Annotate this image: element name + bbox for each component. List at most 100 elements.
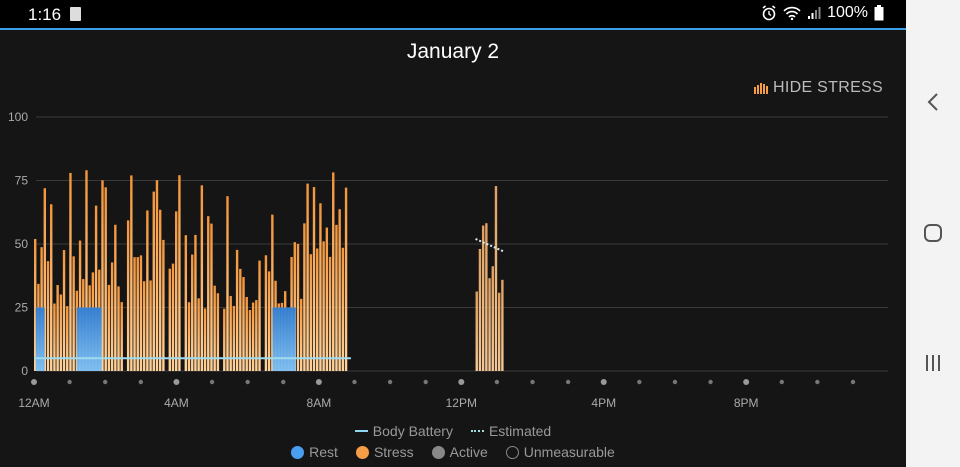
stress-bar xyxy=(338,209,341,371)
stress-bar xyxy=(242,277,245,371)
stress-bar xyxy=(69,172,72,371)
stress-bar xyxy=(491,266,494,371)
x-tick-dot xyxy=(637,379,642,385)
x-tick-dot xyxy=(458,379,465,385)
chart-bars xyxy=(34,170,504,371)
stress-bar xyxy=(72,256,75,371)
stress-bar xyxy=(296,243,300,371)
clock: 1:16 xyxy=(28,5,62,24)
y-tick-label-25: 25 xyxy=(15,301,29,315)
stress-bar xyxy=(152,191,155,371)
stress-bar xyxy=(46,261,50,371)
legend-rest: Rest xyxy=(291,444,338,460)
stress-bar xyxy=(264,255,268,371)
recents-icon xyxy=(926,355,940,371)
x-tick-label: 8PM xyxy=(734,396,759,410)
y-tick-label-50: 50 xyxy=(15,237,29,251)
hide-stress-button[interactable]: HIDE STRESS xyxy=(754,79,883,97)
home-button[interactable] xyxy=(906,213,960,253)
stress-bar xyxy=(213,285,216,371)
stress-bar xyxy=(299,298,303,371)
hide-stress-label: HIDE STRESS xyxy=(773,79,883,96)
recents-button[interactable] xyxy=(906,343,960,383)
stress-bar xyxy=(155,180,159,371)
stress-bar xyxy=(101,180,104,371)
stress-bar xyxy=(136,257,139,371)
stress-bar xyxy=(139,255,143,371)
stress-bar xyxy=(258,260,261,371)
stress-bar xyxy=(210,223,213,371)
stress-bar xyxy=(344,187,348,371)
stress-bar xyxy=(322,241,325,371)
stress-bar xyxy=(175,211,178,371)
stress-bar xyxy=(142,281,146,371)
stress-bar xyxy=(335,224,338,371)
stress-bar xyxy=(223,308,226,371)
x-tick-dot xyxy=(600,379,607,385)
x-tick-dot xyxy=(103,379,108,385)
stress-bar xyxy=(187,302,191,371)
stress-bar xyxy=(184,235,188,371)
x-tick-dot xyxy=(743,379,750,385)
stress-bar xyxy=(478,248,482,371)
stress-bar xyxy=(191,254,194,371)
x-tick-label: 4AM xyxy=(164,396,189,410)
x-tick-dot xyxy=(672,379,678,385)
stress-bar xyxy=(130,175,133,371)
battery-icon xyxy=(874,5,884,21)
stress-bar xyxy=(341,247,345,371)
sd-card-icon xyxy=(70,7,81,21)
stress-bar xyxy=(43,188,47,371)
y-tick-label-75: 75 xyxy=(15,174,29,188)
x-tick-dot xyxy=(173,379,180,385)
stress-bar xyxy=(332,172,335,371)
stress-bar xyxy=(110,262,114,371)
x-tick-dot xyxy=(494,379,500,385)
stress-bar xyxy=(226,196,229,371)
x-tick-dot xyxy=(209,379,215,385)
stress-bar xyxy=(107,284,111,371)
back-icon xyxy=(927,93,938,111)
legend-body-battery: Body Battery xyxy=(354,423,453,439)
chart-grid: 0 25 50 75 100 xyxy=(8,110,888,378)
back-button[interactable] xyxy=(906,82,960,122)
stress-bar xyxy=(158,209,162,371)
x-tick-dot xyxy=(281,379,286,385)
home-icon xyxy=(924,224,942,242)
rest-bar xyxy=(35,307,45,371)
x-tick-label: 12PM xyxy=(446,396,477,410)
x-tick-label: 4PM xyxy=(591,396,616,410)
page-title: January 2 xyxy=(406,40,500,63)
legend-stress: Stress xyxy=(355,444,414,460)
android-nav-bar xyxy=(906,0,960,467)
body-battery-estimated-line xyxy=(475,238,505,253)
stress-bar xyxy=(197,298,200,371)
stress-bar xyxy=(485,223,488,371)
stress-bars-icon xyxy=(754,83,768,94)
chart-ticks: 12AM 4AM 8AM 12PM 4PM 8PM xyxy=(18,379,856,410)
stress-bar xyxy=(62,250,66,371)
stress-bar xyxy=(171,263,175,371)
wifi-icon xyxy=(783,6,801,20)
x-tick-dot xyxy=(67,379,72,385)
stress-bar xyxy=(94,205,98,371)
stress-bar xyxy=(85,170,88,371)
x-tick-dot xyxy=(31,379,37,385)
stress-bar xyxy=(200,185,204,371)
stress-bar xyxy=(271,214,274,371)
stress-bar xyxy=(293,242,296,371)
stress-bar xyxy=(216,293,220,371)
alarm-icon xyxy=(762,5,776,21)
stress-bar xyxy=(306,183,309,371)
stress-bar xyxy=(501,279,504,371)
stress-bar xyxy=(494,186,498,371)
stress-bar xyxy=(312,187,316,371)
x-tick-dot xyxy=(352,379,357,385)
signal-icon xyxy=(808,7,821,19)
stress-bar xyxy=(114,224,117,371)
x-tick-dot xyxy=(708,379,713,385)
stress-bar xyxy=(325,227,329,371)
x-tick-dot xyxy=(423,379,428,385)
legend-row-lines: Body Battery Estimated xyxy=(0,423,906,439)
stress-bar xyxy=(497,292,501,371)
